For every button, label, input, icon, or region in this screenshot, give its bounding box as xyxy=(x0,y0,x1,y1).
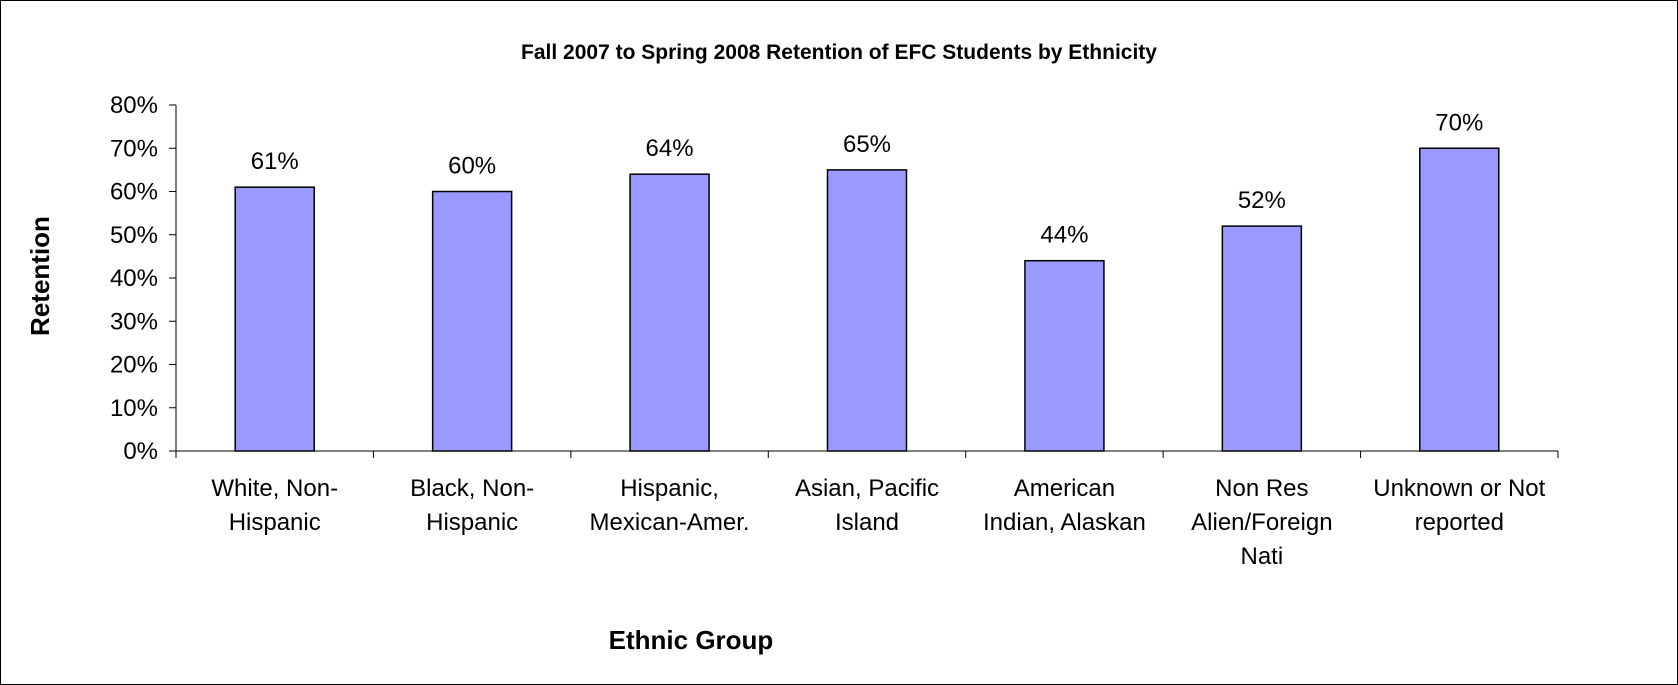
bar xyxy=(629,173,710,452)
y-tick-label: 0% xyxy=(123,438,158,465)
x-category-label-line: Nati xyxy=(1241,543,1284,570)
data-label: 70% xyxy=(1435,109,1483,136)
x-category-label: American Indian, Alaskan xyxy=(983,475,1146,536)
x-category-label-line: Hispanic, xyxy=(620,475,719,502)
x-category-label-line: Hispanic xyxy=(229,509,321,536)
data-label: 64% xyxy=(646,135,694,162)
x-category-label-line: Hispanic xyxy=(426,509,518,536)
x-category-label-line: Non Res xyxy=(1215,475,1308,502)
y-tick-label: 60% xyxy=(110,179,158,206)
x-category-label: White, Non- Hispanic xyxy=(211,475,338,536)
x-category-label-line: Alien/Foreign xyxy=(1191,509,1332,536)
x-category-label-line: Indian, Alaskan xyxy=(983,509,1146,536)
x-category-label: Non Res Alien/Foreign Nati xyxy=(1191,475,1332,570)
y-tick-label: 30% xyxy=(110,308,158,335)
data-label: 52% xyxy=(1238,187,1286,214)
plot-area: 0% 10% 20% 30% 40% 50% 60% 70% 80% 61% White, Non-… xyxy=(110,92,1559,570)
x-category-label-line: Mexican-Amer. xyxy=(590,509,750,536)
y-tick-label: 40% xyxy=(110,265,158,292)
bar xyxy=(826,169,908,452)
x-category-label-line: Black, Non- xyxy=(410,475,534,502)
bar xyxy=(234,186,315,452)
x-category-label-line: Unknown or Not xyxy=(1373,475,1545,502)
x-category-label-line: Island xyxy=(835,509,899,536)
data-label: 60% xyxy=(448,153,496,180)
x-category-label-line: White, Non- xyxy=(211,475,338,502)
y-axis-title: Retention xyxy=(25,216,55,336)
y-tick-label: 10% xyxy=(110,395,158,422)
x-category-label-line: reported xyxy=(1415,509,1504,536)
y-tick-label: 70% xyxy=(110,135,158,162)
bar xyxy=(431,190,513,452)
x-category-label: Unknown or Not reported xyxy=(1373,475,1545,536)
data-label: 44% xyxy=(1040,222,1088,249)
x-category-label-line: Asian, Pacific xyxy=(795,475,939,502)
bar xyxy=(1221,225,1303,452)
x-category-label: Asian, Pacific Island xyxy=(795,475,939,536)
y-tick-label: 50% xyxy=(110,222,158,249)
x-category-label-line: American xyxy=(1014,475,1115,502)
x-axis-title: Ethnic Group xyxy=(609,625,774,655)
x-category-label: Black, Non- Hispanic xyxy=(410,475,534,536)
data-label: 65% xyxy=(843,131,891,158)
data-label: 61% xyxy=(251,148,299,175)
bar xyxy=(1419,147,1500,452)
bar xyxy=(1024,259,1105,452)
chart-title: Fall 2007 to Spring 2008 Retention of EF… xyxy=(521,41,1157,64)
x-category-label: Hispanic, Mexican-Amer. xyxy=(590,475,750,536)
y-tick-label: 80% xyxy=(110,92,158,119)
y-tick-label: 20% xyxy=(110,352,158,379)
